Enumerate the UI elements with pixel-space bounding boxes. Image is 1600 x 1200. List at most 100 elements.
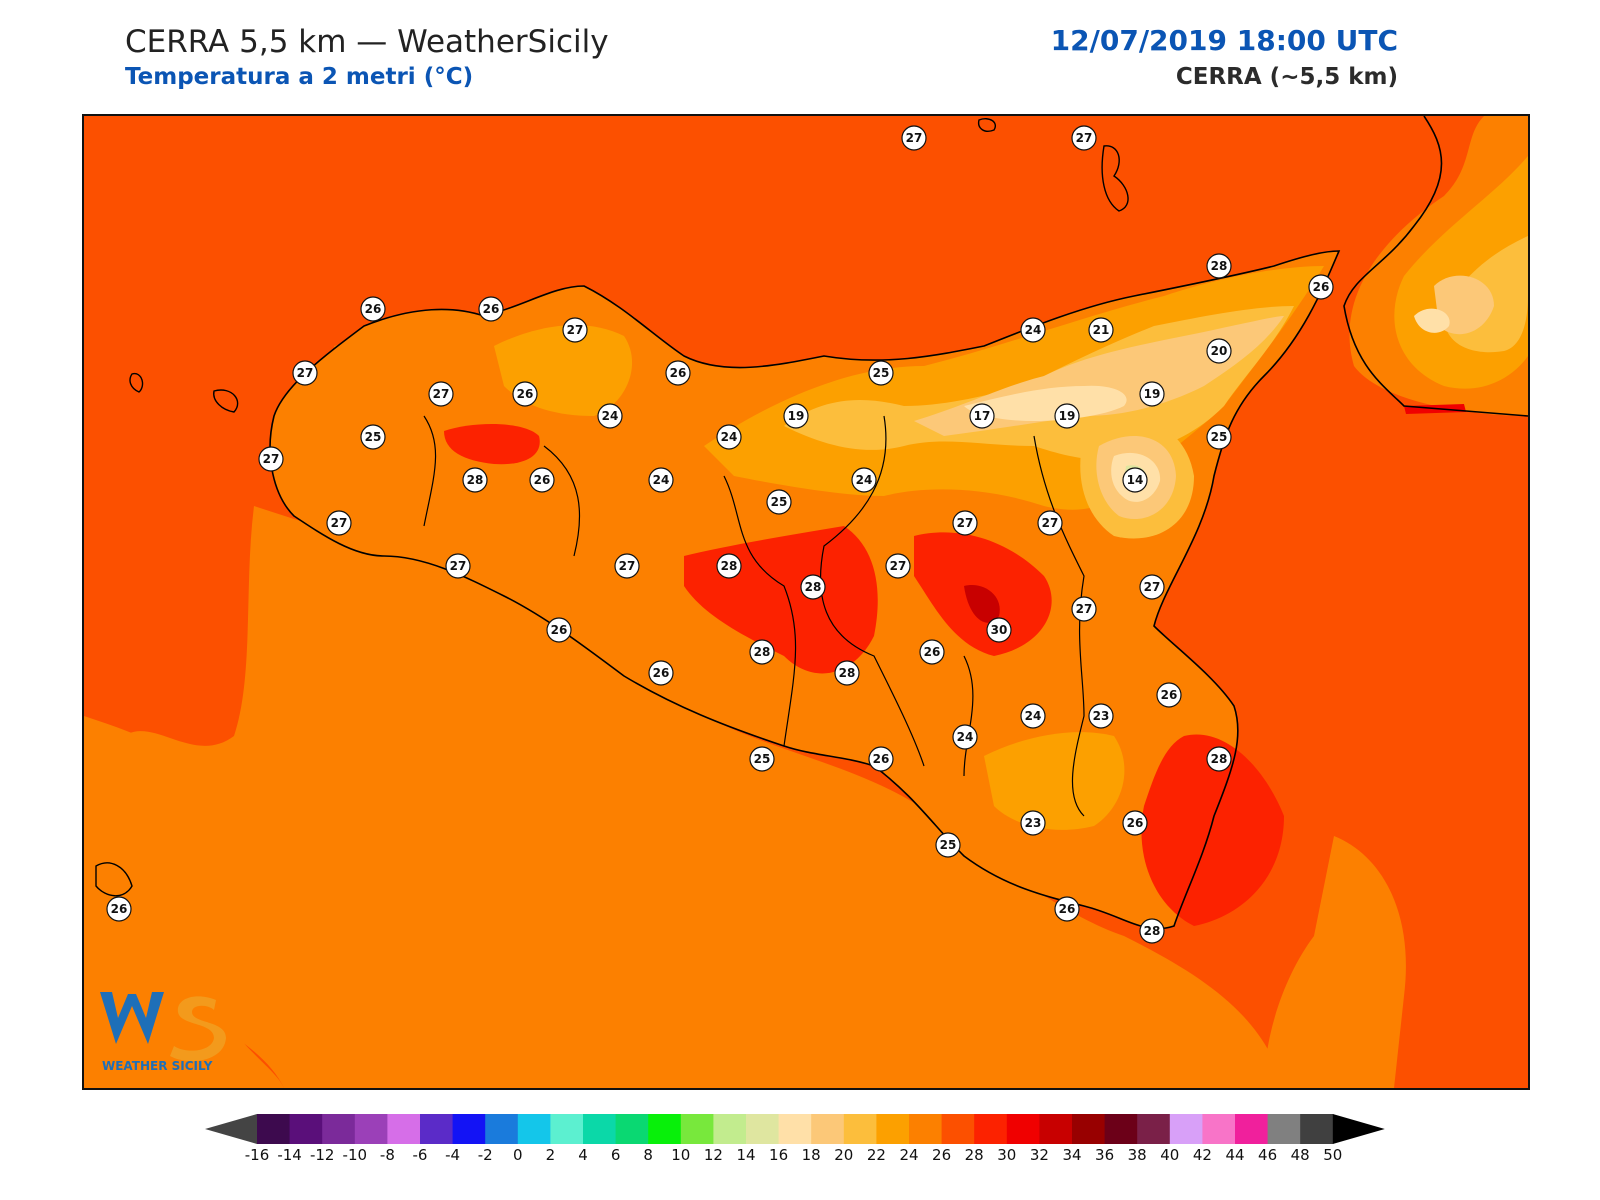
field-calabria-peak — [1414, 308, 1450, 333]
colorbar-segment — [876, 1114, 910, 1144]
colorbar-segment — [1235, 1114, 1269, 1144]
station-marker: 24 — [597, 403, 623, 429]
colorbar-segment — [387, 1114, 421, 1144]
station-marker: 19 — [1139, 381, 1165, 407]
station-value: 25 — [365, 430, 382, 444]
sicily-coastline — [269, 250, 1341, 930]
station-marker: 24 — [648, 467, 674, 493]
station-marker: 28 — [1206, 746, 1232, 772]
station-circle — [1071, 596, 1097, 622]
colorbar-segment — [811, 1114, 845, 1144]
station-circle — [1156, 682, 1182, 708]
station-circle — [1088, 703, 1114, 729]
station-value: 20 — [1211, 344, 1228, 358]
station-value: 25 — [771, 495, 788, 509]
logo-text: WEATHER SICILY — [102, 1059, 213, 1073]
colorbar-tick-label: -16 — [244, 1146, 270, 1164]
colorbar-segment — [550, 1114, 584, 1144]
field-24-26-ionian — [1264, 836, 1406, 1088]
station-marker: 28 — [1206, 253, 1232, 279]
station-value: 26 — [873, 752, 890, 766]
colorbar-tick-label: 14 — [736, 1146, 756, 1164]
station-value: 24 — [1025, 709, 1042, 723]
colorbar-tick-label: 4 — [578, 1146, 588, 1164]
station-marker: 27 — [326, 510, 352, 536]
station-marker: 24 — [1020, 703, 1046, 729]
station-value: 26 — [551, 623, 568, 637]
colorbar-tick-label: 36 — [1095, 1146, 1115, 1164]
colorbar-segment — [1267, 1114, 1301, 1144]
station-marker: 26 — [546, 617, 572, 643]
station-marker: 26 — [1054, 896, 1080, 922]
station-circle — [512, 381, 538, 407]
station-marker: 26 — [360, 296, 386, 322]
field-28-30-southeast — [1141, 734, 1284, 926]
station-circle — [1071, 125, 1097, 151]
station-circle — [546, 617, 572, 643]
model-label: CERRA (~5,5 km) — [1175, 64, 1398, 90]
map-canvas: 27 27 28 26 26 26 27 24 21 20 27 26 25 27 26 19 24 19 17 19… — [84, 116, 1528, 1088]
station-value: 27 — [890, 559, 907, 573]
station-value: 24 — [957, 730, 974, 744]
colorbar-tick-label: 46 — [1258, 1146, 1278, 1164]
station-marker: 26 — [106, 896, 132, 922]
colorbar-tick-label: 42 — [1192, 1146, 1212, 1164]
station-marker: 27 — [901, 125, 927, 151]
colorbar-segment — [713, 1114, 747, 1144]
station-value: 19 — [1059, 409, 1076, 423]
station-circle — [766, 489, 792, 515]
station-value: 24 — [856, 473, 873, 487]
station-circle — [969, 403, 995, 429]
colorbar-tick-label: 22 — [866, 1146, 886, 1164]
chart-title: CERRA 5,5 km — WeatherSicily — [125, 24, 609, 60]
island-stromboli — [977, 118, 996, 132]
station-value: 27 — [1076, 602, 1093, 616]
station-circle — [478, 296, 504, 322]
station-circle — [1139, 574, 1165, 600]
temperature-map: 27 27 28 26 26 26 27 24 21 20 27 26 25 27 26 19 24 19 17 19… — [82, 114, 1530, 1090]
station-circle — [597, 403, 623, 429]
valid-datetime: 12/07/2019 18:00 UTC — [1050, 24, 1398, 57]
colorbar-tick-label: 0 — [513, 1146, 523, 1164]
station-circle — [1206, 746, 1232, 772]
colorbar-tick-label: -12 — [309, 1146, 335, 1164]
station-value: 24 — [602, 409, 619, 423]
logo-w-icon — [100, 992, 164, 1044]
station-circle — [614, 553, 640, 579]
station-marker: 27 — [292, 360, 318, 386]
station-value: 27 — [450, 559, 467, 573]
station-marker: 21 — [1088, 317, 1114, 343]
station-marker: 26 — [529, 467, 555, 493]
station-marker: 20 — [1206, 338, 1232, 364]
station-marker: 27 — [614, 553, 640, 579]
station-circle — [986, 617, 1012, 643]
station-value: 28 — [721, 559, 738, 573]
station-value: 27 — [1042, 516, 1059, 530]
colorbar-segment — [452, 1114, 486, 1144]
station-marker: 26 — [512, 381, 538, 407]
field-30-32 — [964, 585, 1000, 623]
station-value: 25 — [754, 752, 771, 766]
colorbar-segment — [615, 1114, 649, 1144]
colorbar-tick-label: 26 — [932, 1146, 952, 1164]
station-value: 27 — [297, 366, 314, 380]
station-circle — [1037, 510, 1063, 536]
station-circle — [529, 467, 555, 493]
station-value: 27 — [906, 131, 923, 145]
station-marker: 28 — [462, 467, 488, 493]
station-value: 24 — [721, 430, 738, 444]
station-marker: 24 — [851, 467, 877, 493]
station-circle — [648, 660, 674, 686]
station-value: 17 — [974, 409, 991, 423]
station-value: 23 — [1093, 709, 1110, 723]
station-value: 28 — [839, 666, 856, 680]
station-circle — [106, 896, 132, 922]
province-boundaries — [423, 415, 1085, 817]
station-marker: 19 — [1054, 403, 1080, 429]
station-marker: 30 — [986, 617, 1012, 643]
station-value: 26 — [365, 302, 382, 316]
station-marker: 26 — [478, 296, 504, 322]
island-lipari — [1101, 145, 1129, 212]
station-value: 24 — [1025, 323, 1042, 337]
station-circle — [648, 467, 674, 493]
